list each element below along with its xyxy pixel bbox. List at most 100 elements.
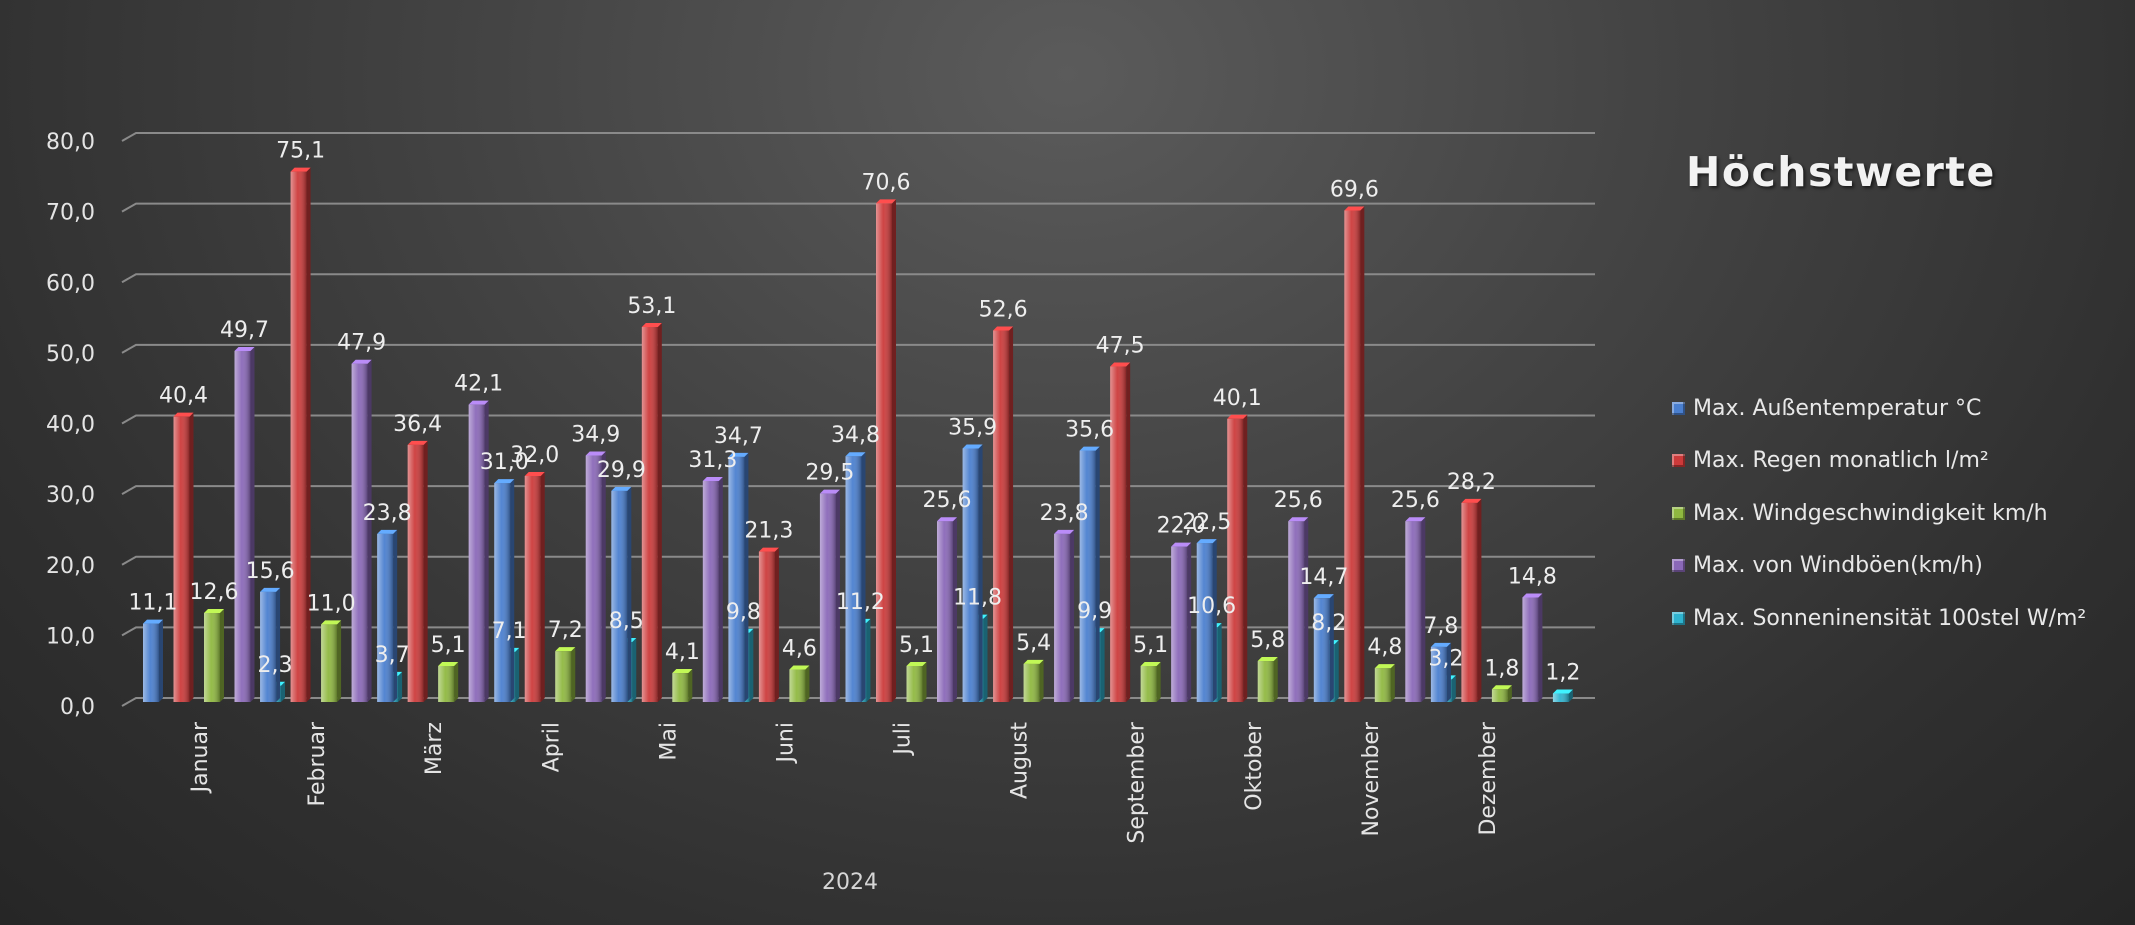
data-label: 8,5 — [609, 609, 644, 634]
legend-swatch — [1672, 559, 1685, 573]
bar-side — [337, 620, 342, 702]
bar-side — [393, 529, 398, 702]
bar-top — [611, 486, 632, 491]
bar-highlight — [1491, 689, 1508, 702]
legend-swatch — [1672, 611, 1685, 625]
bar-top — [789, 665, 810, 670]
bar-highlight — [1344, 210, 1361, 702]
bar-side — [861, 452, 866, 702]
bar-highlight — [204, 613, 220, 702]
gridline — [121, 697, 1595, 707]
data-label: 42,1 — [454, 372, 503, 397]
data-labels: 11,1 40,4 12,6 49,7 2,3 15,6 75,1 11,0 47,9 3,7 23… — [129, 139, 1581, 686]
data-label: 14,7 — [1299, 565, 1348, 590]
bar-side — [454, 661, 459, 702]
bar-side — [953, 517, 957, 702]
bar-side — [398, 671, 403, 702]
bar-highlight — [438, 665, 455, 702]
x-tick-label: November — [1359, 721, 1384, 836]
x-tick-label: Juli — [891, 722, 916, 757]
gridline — [121, 414, 1595, 425]
bar-side — [718, 476, 723, 702]
bar-top — [351, 359, 372, 364]
data-label: 1,2 — [1545, 661, 1580, 686]
bar-side — [510, 479, 515, 702]
bar-side — [1334, 640, 1339, 702]
data-label: 5,4 — [1016, 631, 1051, 656]
bar-highlight — [993, 330, 1010, 702]
bar-top — [377, 529, 398, 534]
data-label: 69,6 — [1330, 177, 1379, 202]
bar-top — [1079, 446, 1100, 451]
bar-highlight — [407, 444, 424, 702]
bar-side — [1039, 659, 1044, 702]
data-label: 32,0 — [510, 443, 559, 468]
bar-top — [1313, 594, 1334, 599]
bar-top — [1196, 539, 1217, 544]
bar-side — [688, 669, 693, 702]
data-label: 70,6 — [862, 170, 911, 195]
bar-side — [1212, 539, 1217, 702]
y-tick-label: 50,0 — [46, 342, 95, 367]
bar-side — [1095, 446, 1100, 702]
gridlines — [121, 132, 1595, 707]
y-tick-label: 20,0 — [46, 554, 95, 579]
bar-top — [173, 412, 194, 417]
bar-side — [159, 619, 163, 702]
y-tick-label: 70,0 — [46, 201, 95, 226]
bar-top — [1430, 642, 1451, 647]
data-label: 5,1 — [899, 633, 934, 658]
bar-side — [866, 618, 871, 702]
bar-highlight — [702, 480, 719, 702]
bar-top — [962, 444, 983, 449]
bar-highlight — [1552, 693, 1569, 702]
bar-highlight — [789, 669, 806, 702]
data-label: 3,2 — [1428, 646, 1463, 671]
bar-top — [1552, 689, 1573, 694]
legend-item: Max. von Windböen(km/h) — [1672, 540, 2086, 593]
legend-item: Max. Sonneninensität 100stel W/m² — [1672, 592, 2086, 645]
bar-highlight — [321, 624, 338, 702]
bar-top — [234, 346, 255, 351]
data-label: 35,9 — [948, 415, 997, 440]
bar-highlight — [906, 665, 923, 702]
bar-side — [281, 681, 285, 702]
y-tick-label: 60,0 — [46, 271, 95, 296]
data-label: 11,8 — [953, 586, 1002, 611]
legend-item: Max. Regen monatlich l/m² — [1672, 435, 2086, 488]
bar-highlight — [819, 493, 836, 702]
data-label: 25,6 — [1391, 488, 1440, 513]
bar-top — [1054, 529, 1075, 534]
bar-highlight — [351, 363, 368, 702]
bar-highlight — [1023, 663, 1040, 702]
bar-top — [1227, 414, 1248, 419]
bar-top — [290, 167, 311, 172]
bar-highlight — [962, 448, 979, 702]
bar-top — [1344, 206, 1365, 211]
data-label: 35,6 — [1065, 418, 1114, 443]
bar-side — [805, 665, 810, 702]
data-label: 9,9 — [1077, 599, 1112, 624]
data-label: 34,7 — [714, 424, 763, 449]
data-label: 3,7 — [375, 643, 410, 668]
bar-highlight — [1405, 521, 1422, 702]
bar-top — [1522, 593, 1543, 598]
bar-side — [250, 346, 255, 702]
bar-side — [1360, 206, 1365, 702]
bar-side — [1538, 593, 1543, 702]
x-tick-label: April — [539, 722, 564, 772]
data-label: 11,2 — [836, 590, 885, 615]
bar-highlight — [876, 203, 892, 702]
bar-side — [367, 359, 372, 702]
bar-side — [744, 452, 749, 702]
data-label: 11,0 — [307, 591, 356, 616]
x-tick-label: März — [422, 722, 447, 775]
bar-highlight — [1430, 646, 1447, 702]
data-label: 2,3 — [258, 653, 293, 678]
bar-top — [702, 476, 723, 481]
bar-side — [1273, 657, 1278, 702]
bar-highlight — [290, 171, 307, 702]
bar-highlight — [1079, 450, 1096, 702]
bar-side — [306, 167, 311, 702]
